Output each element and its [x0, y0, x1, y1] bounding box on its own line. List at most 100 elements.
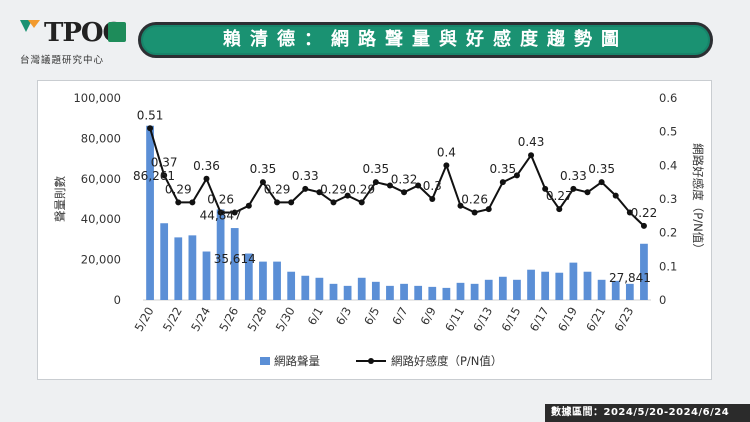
y-tick-label: 0 — [114, 293, 121, 307]
legend-bar-label: 網路聲量 — [274, 354, 320, 368]
sentiment-point — [612, 192, 619, 199]
bar — [230, 228, 239, 300]
line-data-label: 0.35 — [250, 162, 277, 176]
line-data-label: 0.35 — [489, 162, 516, 176]
line-data-label: 0.51 — [137, 108, 164, 122]
bar — [527, 269, 535, 300]
bar — [484, 279, 493, 300]
sentiment-point — [429, 196, 436, 202]
bar — [400, 283, 408, 300]
line-data-label: 0.29 — [264, 182, 291, 196]
x-tick-label: 6/23 — [611, 305, 636, 334]
y-tick-label: 100,000 — [73, 91, 121, 105]
bar — [513, 279, 521, 300]
x-tick-label: 6/9 — [417, 305, 438, 328]
combo-chart: 020,00040,00060,00080,000100,00000.10.20… — [53, 91, 705, 368]
bar — [386, 285, 394, 300]
logo-subtitle: 台灣議題研究中心 — [20, 55, 105, 66]
y2-tick-label: 0.1 — [659, 259, 677, 273]
line-data-label: 0.3 — [423, 179, 442, 193]
x-tick-label: 5/24 — [188, 305, 213, 334]
sentiment-point — [147, 125, 154, 132]
x-tick-label: 6/13 — [470, 305, 495, 334]
y-tick-label: 40,000 — [81, 212, 121, 226]
sentiment-point — [640, 222, 647, 229]
bar — [640, 243, 648, 300]
bar — [329, 283, 338, 300]
bar — [174, 237, 183, 300]
sentiment-point — [443, 162, 450, 169]
sentiment-point — [217, 209, 224, 216]
bar — [259, 261, 267, 300]
bar — [287, 271, 296, 300]
sentiment-point — [485, 206, 492, 213]
x-tick-label: 6/19 — [555, 305, 580, 334]
page-title: 賴清德：網路聲量與好感度趨勢圖 — [223, 29, 628, 50]
y-tick-label: 80,000 — [81, 131, 121, 145]
line-data-label: 0.33 — [292, 169, 319, 183]
x-tick-label: 5/20 — [132, 305, 157, 334]
legend-bar-swatch — [260, 357, 270, 365]
sentiment-point — [598, 179, 605, 186]
bar — [456, 282, 465, 300]
sentiment-point — [358, 199, 365, 206]
sentiment-point — [372, 179, 379, 186]
sentiment-point — [513, 172, 520, 179]
y-tick-label: 60,000 — [81, 172, 121, 186]
bar — [470, 283, 479, 300]
y-axis-title: 聲量則數 — [53, 176, 67, 222]
y2-tick-label: 0.2 — [659, 226, 677, 240]
logo-mark-icon — [20, 20, 40, 32]
bar — [343, 285, 352, 300]
x-tick-label: 5/26 — [216, 305, 241, 334]
line-data-label: 0.33 — [560, 169, 587, 183]
sentiment-point — [401, 189, 408, 196]
y2-tick-label: 0.3 — [659, 192, 677, 206]
line-data-label: 0.29 — [165, 182, 192, 196]
legend-line-label: 網路好感度（P/N值） — [391, 354, 502, 368]
sentiment-point — [245, 202, 252, 209]
x-tick-label: 6/7 — [389, 305, 410, 328]
sentiment-point — [415, 182, 422, 189]
bar — [541, 271, 550, 300]
bar — [315, 277, 324, 300]
x-tick-label: 6/15 — [499, 305, 524, 334]
sentiment-point — [542, 185, 549, 192]
sentiment-point — [344, 192, 351, 199]
sentiment-point — [471, 209, 478, 216]
y2-tick-label: 0.4 — [659, 158, 677, 172]
y-tick-label: 20,000 — [81, 253, 121, 267]
bar — [216, 209, 225, 300]
x-tick-label: 6/17 — [527, 305, 552, 334]
sentiment-point — [161, 172, 168, 179]
sentiment-point — [386, 182, 393, 189]
line-data-label: 0.32 — [391, 172, 418, 186]
bar — [301, 275, 310, 300]
bar — [597, 279, 606, 300]
sentiment-point — [626, 209, 633, 216]
x-tick-label: 5/28 — [245, 305, 270, 334]
sentiment-point — [556, 206, 563, 213]
bar — [414, 285, 423, 300]
x-tick-label: 6/11 — [442, 305, 467, 334]
bar — [244, 253, 253, 300]
line-data-label: 0.35 — [588, 162, 615, 176]
sentiment-point — [231, 209, 238, 216]
legend-line-marker — [368, 358, 374, 364]
x-tick-label: 6/21 — [583, 305, 608, 334]
bar — [428, 286, 437, 300]
sentiment-point — [288, 199, 295, 206]
bar — [583, 271, 592, 300]
sentiment-point — [584, 189, 591, 196]
sentiment-point — [175, 199, 182, 206]
bar — [160, 223, 169, 300]
sentiment-point — [274, 199, 281, 206]
bar-data-label: 86,261 — [133, 169, 175, 183]
x-tick-label: 5/22 — [160, 305, 185, 334]
bar-data-label: 35,614 — [214, 252, 256, 266]
sentiment-point — [499, 179, 506, 186]
data-range-text: 數據區間：2024/5/20-2024/6/24 — [551, 407, 730, 418]
line-data-label: 0.4 — [437, 145, 456, 159]
x-tick-label: 6/3 — [333, 305, 354, 328]
bar — [498, 276, 507, 300]
